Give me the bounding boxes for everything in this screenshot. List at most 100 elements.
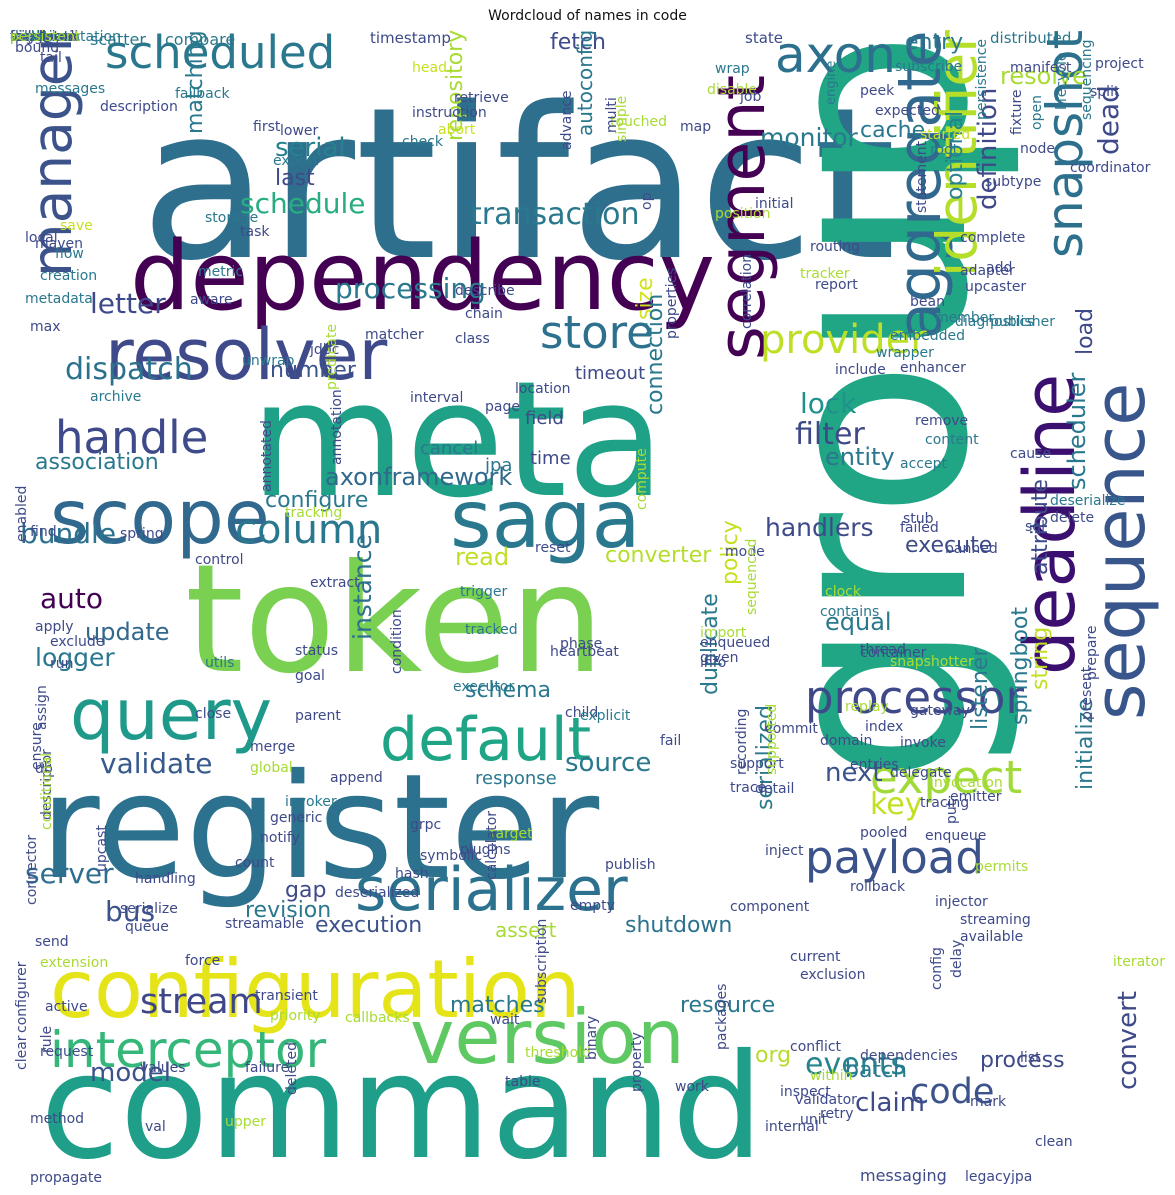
word-axon: axon bbox=[775, 30, 896, 84]
word-tracking: tracking bbox=[285, 505, 343, 521]
word-import: import bbox=[700, 625, 747, 641]
word-invocation: invocation bbox=[930, 775, 1003, 791]
word-gateway: gateway bbox=[910, 703, 970, 719]
word-conflict: conflict bbox=[790, 1039, 842, 1055]
word-processing: processing bbox=[335, 272, 486, 305]
word-token: token bbox=[185, 533, 605, 707]
word-target: target bbox=[490, 826, 533, 842]
word-utils: utils bbox=[205, 655, 235, 671]
word-meta: meta bbox=[250, 346, 666, 533]
word-fixture: fixture bbox=[1009, 89, 1025, 135]
word-domain: domain bbox=[820, 733, 873, 749]
word-artifact: artifact bbox=[140, 62, 897, 307]
word-position: position bbox=[715, 206, 771, 222]
word-fallback: fallback bbox=[175, 86, 230, 102]
word-invoker: invoker bbox=[285, 794, 337, 810]
word-key: key bbox=[870, 787, 923, 822]
word-description: description bbox=[100, 99, 178, 115]
word-monitor: monitor bbox=[760, 123, 858, 152]
word-fetch: fetch bbox=[550, 30, 606, 55]
word-wrap: wrap bbox=[715, 61, 750, 77]
word-association: association bbox=[35, 450, 159, 475]
word-streaming: streaming bbox=[960, 912, 1031, 928]
word-member: member bbox=[935, 310, 995, 326]
word-last: last bbox=[275, 166, 315, 191]
word-given: given bbox=[700, 650, 739, 666]
word-embedded: embedded bbox=[890, 328, 966, 344]
word-transient: transient bbox=[255, 988, 318, 1004]
word-routing: routing bbox=[810, 239, 861, 255]
word-schema: schema bbox=[465, 678, 551, 703]
word-storage: storage bbox=[205, 210, 259, 226]
word-persistence: persistence bbox=[974, 38, 990, 120]
word-command: command bbox=[40, 1023, 764, 1185]
word-commit: commit bbox=[765, 721, 818, 737]
word-enhancer: enhancer bbox=[900, 360, 966, 376]
word-info: info bbox=[700, 655, 727, 671]
word-delete: delete bbox=[1050, 510, 1095, 526]
word-symbolic: symbolic bbox=[420, 848, 483, 864]
word-triggered: triggered bbox=[10, 30, 75, 45]
word-configurer: configurer bbox=[14, 961, 30, 1033]
word-extract: extract bbox=[310, 575, 360, 591]
word-add: add bbox=[986, 260, 1013, 276]
word-fail: fail bbox=[660, 733, 682, 749]
word-control: control bbox=[195, 552, 244, 568]
word-correlation: correlation bbox=[739, 253, 755, 329]
word-schedule: schedule bbox=[240, 187, 366, 220]
word-dispatch: dispatch bbox=[65, 352, 193, 387]
word-invoke: invoke bbox=[900, 735, 946, 751]
word-worker: worker bbox=[10, 30, 58, 45]
word-op: op bbox=[639, 192, 655, 210]
word-notify: notify bbox=[260, 830, 300, 846]
word-upcast: upcast bbox=[94, 825, 110, 872]
word-content: content bbox=[925, 432, 979, 448]
word-phase: phase bbox=[560, 636, 603, 652]
word-autoconfig: autoconfig bbox=[573, 30, 597, 137]
word-cancel: cancel bbox=[420, 438, 479, 459]
word-implementation: implementation bbox=[10, 30, 121, 45]
word-active: active bbox=[45, 999, 88, 1015]
word-stub: stub bbox=[903, 511, 934, 527]
word-include: include bbox=[835, 362, 886, 378]
word-queue: queue bbox=[125, 919, 169, 935]
word-bundle: bundle bbox=[20, 517, 117, 550]
word-describe: describe bbox=[455, 283, 515, 299]
word-permits: permits bbox=[975, 859, 1029, 875]
word-expect: expect bbox=[870, 751, 1023, 804]
word-current: current bbox=[790, 949, 841, 965]
word-maven: maven bbox=[35, 236, 83, 252]
word-abort: abort bbox=[438, 122, 476, 138]
word-parent: parent bbox=[295, 708, 341, 724]
word-component: component bbox=[730, 899, 810, 915]
word-serializer: serializer bbox=[355, 855, 628, 925]
word-read: read bbox=[455, 543, 510, 571]
word-retry: retry bbox=[820, 1106, 854, 1122]
word-scope: scope bbox=[50, 473, 270, 561]
word-support: support bbox=[730, 756, 784, 772]
word-unit: unit bbox=[800, 1112, 828, 1128]
word-within: within bbox=[810, 1068, 853, 1084]
word-jdbc: jdbc bbox=[310, 342, 340, 358]
word-lower: lower bbox=[280, 123, 319, 139]
word-enabled: enabled bbox=[14, 485, 30, 542]
word-tracked: tracked bbox=[465, 622, 518, 638]
word-release: release bbox=[10, 30, 62, 45]
word-adapter: adapter bbox=[960, 263, 1015, 279]
word-emitter: emitter bbox=[950, 789, 1002, 805]
word-manifest: manifest bbox=[1010, 60, 1072, 76]
word-accept: accept bbox=[900, 456, 947, 472]
word-exclusion: exclusion bbox=[800, 967, 866, 983]
word-disruptor: disruptor bbox=[10, 30, 74, 45]
word-callbacks: callbacks bbox=[345, 1010, 410, 1026]
word-flow: flow bbox=[55, 246, 84, 262]
word-axonframework: axonframework bbox=[325, 463, 513, 491]
word-tracker: tracker bbox=[800, 266, 850, 282]
word-list: list bbox=[1020, 1050, 1041, 1066]
word-disable: disable bbox=[707, 82, 758, 98]
word-letter: letter bbox=[90, 287, 166, 320]
word-enqueue: enqueue bbox=[925, 828, 987, 844]
word-property: property bbox=[629, 1032, 645, 1092]
word-resource: resource bbox=[680, 993, 776, 1018]
word-enqueued: enqueued bbox=[700, 635, 771, 651]
